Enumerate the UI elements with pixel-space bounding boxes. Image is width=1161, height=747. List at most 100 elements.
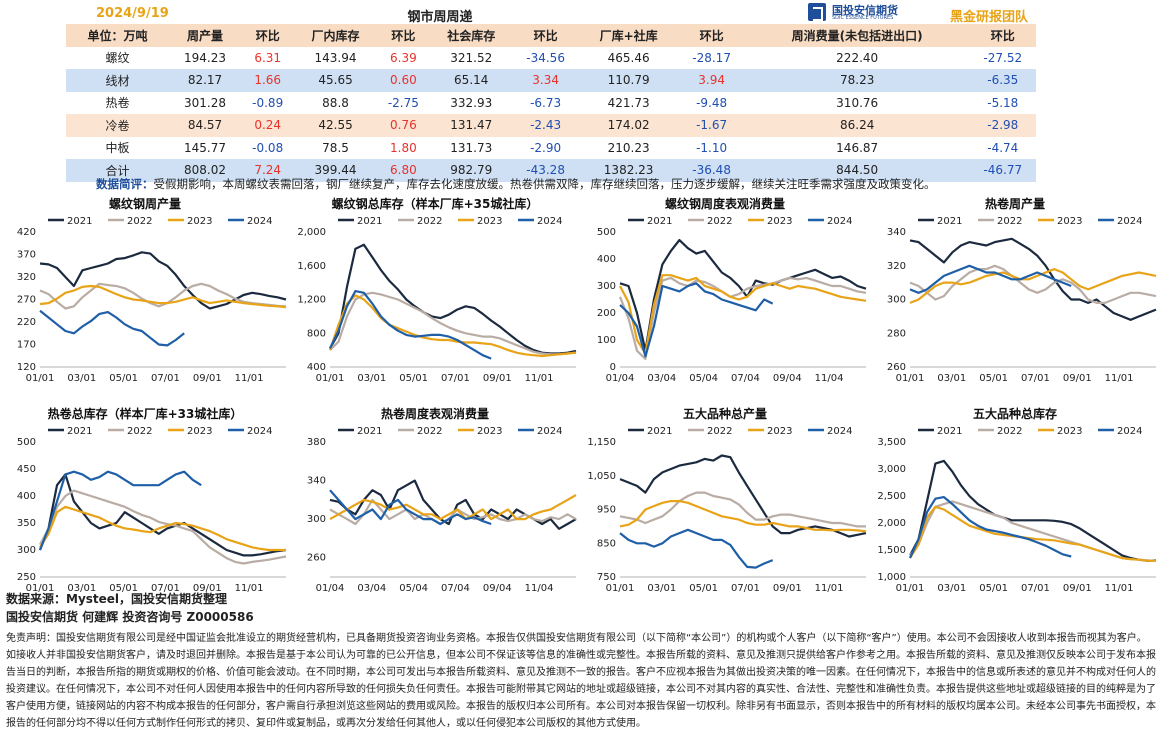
legend-label: 2022 — [707, 216, 732, 227]
x-tick-label: 11/01 — [525, 373, 554, 384]
row-label: 合计 — [105, 163, 130, 178]
x-tick-label: 01/01 — [26, 373, 55, 384]
x-tick-label: 11/04 — [525, 583, 554, 594]
y-tick-label: 320 — [887, 261, 906, 272]
table-cell: 1.80 — [390, 140, 417, 155]
x-tick-label: 05/01 — [689, 583, 718, 594]
y-tick-label: 400 — [307, 362, 326, 373]
y-tick-label: 340 — [887, 227, 906, 238]
series-line-2021 — [909, 459, 1157, 562]
legend-label: 2021 — [937, 426, 962, 437]
legend-label: 2021 — [647, 216, 672, 227]
table-cell: -46.77 — [983, 163, 1023, 178]
series-line-2021 — [329, 479, 577, 530]
x-tick-label: 09/01 — [193, 583, 222, 594]
series-line-2022 — [618, 276, 867, 360]
legend-label: 2021 — [357, 426, 382, 437]
summary-table: 单位：万吨 周产量 环比 厂内库存 环比 社会库存 环比 厂库+社库 环比 周消费量(未包括进出口… — [66, 24, 1036, 182]
y-tick-label: 850 — [597, 538, 616, 549]
y-tick-label: 1,150 — [587, 437, 616, 448]
x-tick-label: 07/01 — [151, 583, 180, 594]
chart-1: 螺纹钢周产量 2021 2022 2023 2024 120 170 220 270 320 370… — [17, 196, 287, 384]
y-tick-label: 500 — [17, 437, 36, 448]
table-row: 热卷 301.28 -0.89 88.8 -2.75 332.93 -6.73 421.73 -… — [66, 91, 1036, 114]
table-cell: 84.57 — [187, 118, 223, 133]
y-tick-label: 260 — [887, 362, 906, 373]
legend-label: 2021 — [67, 426, 92, 437]
series-line-2021 — [619, 454, 867, 538]
column-header: 厂内库存 — [311, 28, 360, 43]
legend-label: 2022 — [417, 426, 442, 437]
row-label: 线材 — [105, 73, 130, 88]
table-cell: 6.80 — [390, 163, 417, 178]
x-tick-label: 09/01 — [483, 373, 512, 384]
series-line-2024 — [908, 496, 1072, 559]
x-tick-label: 11/01 — [1105, 583, 1134, 594]
chart-title: 螺纹钢周产量 — [109, 196, 181, 211]
y-tick-label: 750 — [597, 572, 616, 583]
series-line-2022 — [909, 264, 1157, 304]
legend-label: 2023 — [1057, 426, 1082, 437]
x-tick-label: 05/04 — [399, 583, 428, 594]
x-tick-label: 09/01 — [1063, 583, 1092, 594]
x-tick-label: 05/01 — [979, 583, 1008, 594]
table-cell: 222.40 — [836, 50, 879, 65]
chart-8: 五大品种总库存 2021 2022 2023 2024 1,000 1,500 2,000 2,… — [877, 406, 1157, 594]
x-tick-label: 07/01 — [1021, 373, 1050, 384]
table-cell: 210.23 — [607, 140, 650, 155]
y-tick-label: 200 — [597, 308, 616, 319]
series-line-2023 — [619, 500, 867, 533]
table-cell: -6.73 — [530, 95, 562, 110]
table-cell: 78.23 — [839, 73, 875, 88]
x-tick-label: 03/01 — [937, 373, 966, 384]
series-line-2023 — [329, 494, 577, 521]
y-tick-label: 300 — [17, 545, 36, 556]
legend-label: 2023 — [477, 216, 502, 227]
table-cell: -2.75 — [387, 95, 419, 110]
legend-label: 2024 — [827, 216, 852, 227]
chart-5: 热卷总库存（样本厂库+33城社库） 2021 2022 2023 2024 250 300 3… — [17, 406, 287, 594]
logo-mark-icon — [808, 3, 826, 21]
y-tick-label: 280 — [887, 328, 906, 339]
chart-2: 螺纹钢总库存（样本厂库+35城社库） 2021 2022 2023 2024 400 800… — [297, 196, 577, 384]
y-tick-label: 250 — [17, 572, 36, 583]
legend-label: 2023 — [187, 216, 212, 227]
x-tick-label: 03/01 — [67, 583, 96, 594]
x-tick-label: 01/01 — [26, 583, 55, 594]
table-cell: 1.66 — [254, 73, 282, 88]
legend-label: 2023 — [767, 426, 792, 437]
comment-label: 数据简评： — [96, 177, 154, 191]
table-cell: 78.5 — [322, 140, 349, 155]
table-cell: -2.43 — [530, 118, 562, 133]
table-cell: 421.73 — [607, 95, 650, 110]
series-line-2024 — [39, 309, 185, 347]
table-cell: -2.98 — [987, 118, 1019, 133]
chart-title: 螺纹钢总库存（样本厂库+35城社库） — [332, 196, 539, 211]
legend-label: 2021 — [67, 216, 92, 227]
series-line-2023 — [328, 294, 577, 358]
y-tick-label: 2,000 — [297, 227, 326, 238]
y-tick-label: 270 — [17, 295, 36, 306]
x-tick-label: 05/01 — [399, 373, 428, 384]
x-tick-label: 01/04 — [606, 373, 635, 384]
x-tick-label: 09/04 — [483, 583, 512, 594]
table-cell: 146.87 — [836, 140, 879, 155]
table-cell: -36.48 — [692, 163, 731, 178]
table-cell: 6.39 — [390, 50, 417, 65]
disclaimer-label: 免责声明： — [6, 633, 56, 644]
table-cell: 321.52 — [450, 50, 493, 65]
table-cell: 7.24 — [254, 163, 282, 178]
table-cell: 42.55 — [318, 118, 353, 133]
table-cell: -2.90 — [530, 140, 562, 155]
legend-label: 2022 — [997, 216, 1022, 227]
y-tick-label: 320 — [17, 272, 36, 283]
column-header: 周产量 — [187, 28, 224, 43]
table-cell: -43.28 — [526, 163, 565, 178]
series-line-2024 — [38, 470, 202, 551]
series-line-2024 — [909, 264, 1072, 294]
table-cell: 3.94 — [698, 73, 725, 88]
table-cell: -34.56 — [526, 50, 565, 65]
table-cell: 3.34 — [532, 73, 559, 88]
table-header-row: 单位：万吨 周产量 环比 厂内库存 环比 社会库存 环比 厂库+社库 环比 周消费量(未包括进出口… — [66, 24, 1036, 47]
legend-label: 2024 — [537, 216, 562, 227]
